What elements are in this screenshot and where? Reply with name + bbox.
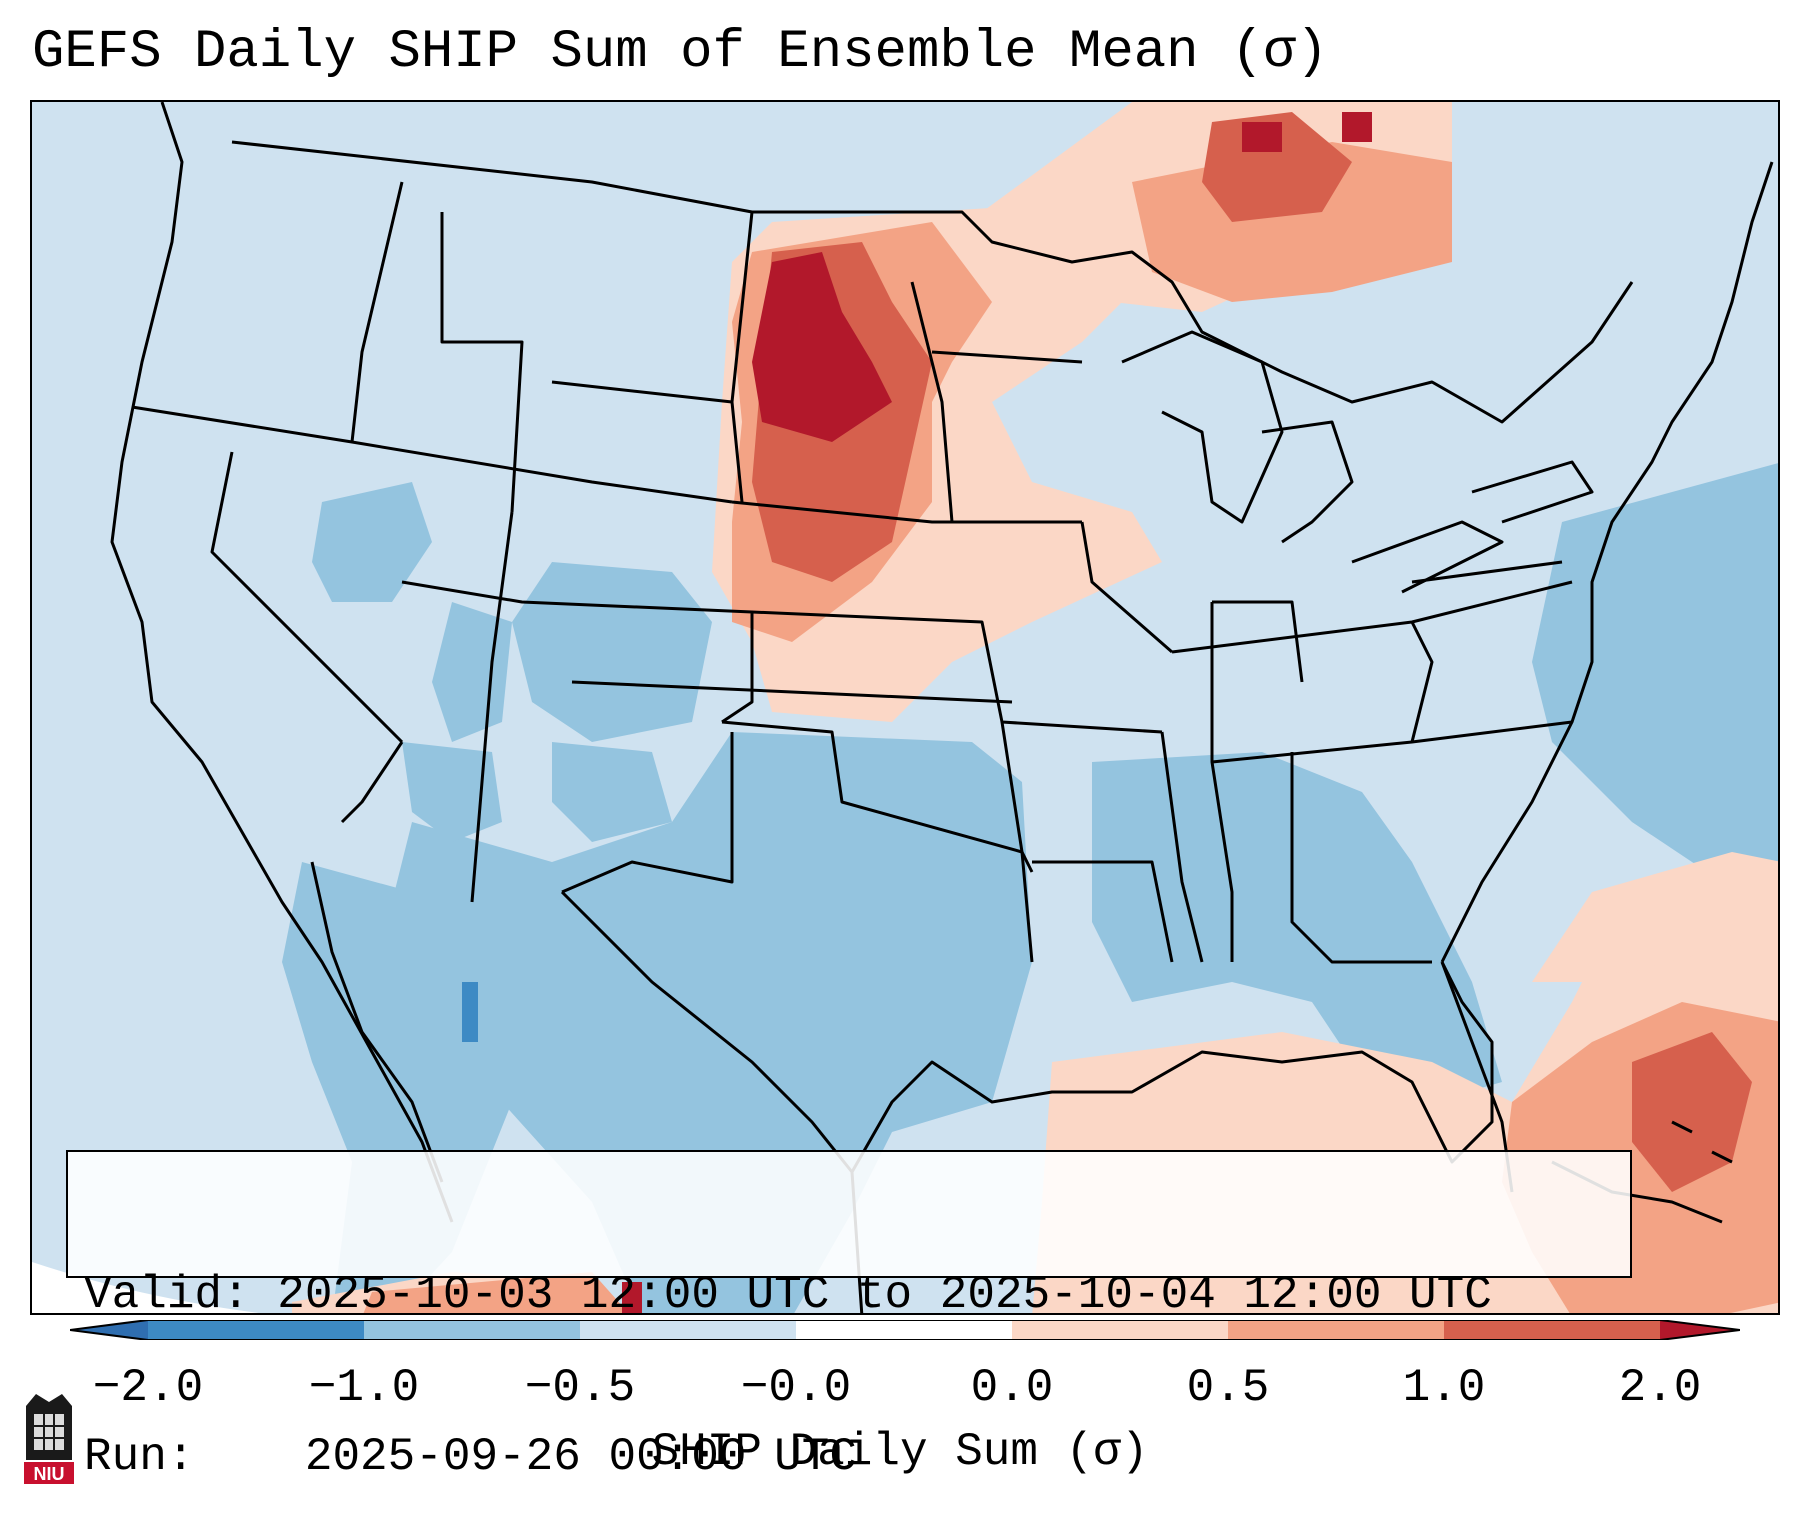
caribbean-strong-red: [1632, 1032, 1752, 1192]
logo-grid: [34, 1414, 64, 1450]
colorbar-segment: [148, 1320, 365, 1340]
lake-michigan: [1121, 330, 1284, 524]
lake-erie: [1351, 520, 1504, 594]
state-line-13: [721, 720, 1034, 873]
arizona-blue: [402, 742, 502, 842]
state-line-26: [1080, 521, 1173, 654]
logo-window: [34, 1414, 64, 1450]
nevada-blue: [312, 482, 432, 602]
baja-coast: [310, 861, 444, 1183]
atlantic-coastline: [1440, 161, 1774, 963]
colorbar: [70, 1320, 1740, 1340]
state-line-27: [1212, 600, 1304, 683]
state-line-20: [1210, 602, 1234, 962]
state-line-6: [470, 511, 514, 903]
colorbar-tick-label: 1.0: [1402, 1362, 1486, 1414]
colorbar-segment: [364, 1320, 581, 1340]
niu-logo: NIU: [24, 1394, 74, 1484]
state-line-5: [440, 212, 524, 513]
pacific-extreme-red: [622, 1282, 642, 1313]
nd-extreme-red: [752, 252, 892, 442]
colorbar-tick-label: −0.5: [524, 1362, 636, 1414]
run-value: 2025-09-26 00:00 UTC: [304, 1431, 857, 1483]
colorbar-tick-label: −0.0: [740, 1362, 852, 1414]
canada-strong-red: [1202, 112, 1352, 222]
run-label: Run:: [84, 1431, 195, 1483]
borders: [110, 102, 1774, 1313]
canada-extreme-red-2: [1342, 112, 1372, 142]
state-line-23: [1290, 752, 1432, 964]
lake-huron: [1261, 420, 1354, 544]
colorbar-segments: [148, 1320, 1661, 1340]
colorbar-tick-label: 0.0: [970, 1362, 1054, 1414]
utah-blue: [432, 602, 512, 742]
colorbar-segment: [580, 1320, 797, 1340]
state-line-9: [730, 211, 754, 403]
colorbar-tick-label: 0.5: [1186, 1362, 1270, 1414]
info-box: Valid: 2025-10-03 12:00 UTC to 2025-10-0…: [66, 1150, 1632, 1483]
colorbar-segment: [1012, 1320, 1229, 1340]
state-line-24: [1410, 621, 1434, 743]
state-line-16: [931, 350, 1083, 364]
colorbar-segment: [1444, 1320, 1661, 1340]
state-line-14: [561, 732, 734, 894]
colorbar-label: SHIP Daily Sum (σ): [651, 1426, 1149, 1478]
map-panel: [30, 100, 1780, 1315]
state-line-17: [1000, 721, 1034, 963]
blue-spot-1: [462, 982, 478, 1042]
state-line-3: [340, 741, 404, 824]
atlantic-blue: [1532, 463, 1778, 901]
state-line-25: [1411, 560, 1563, 584]
bahamas: [1671, 1120, 1733, 1164]
gulf-coastline: [850, 961, 1494, 1173]
logo-text: NIU: [34, 1464, 65, 1484]
state-line-4: [350, 181, 404, 443]
valid-label: Valid:: [84, 1269, 250, 1321]
outside-domain-bottom-left: [32, 1262, 259, 1313]
canada-border: [231, 140, 1634, 424]
valid-line: Valid: 2025-10-03 12:00 UTC to 2025-10-0…: [84, 1268, 1630, 1322]
colorbar-segment: [796, 1320, 1013, 1340]
colorbar-under-arrow: [70, 1320, 148, 1340]
atlantic-light-red: [1532, 852, 1778, 982]
colorbar-tick-label: 2.0: [1618, 1362, 1702, 1414]
state-line-15: [910, 281, 954, 523]
state-line-2: [210, 451, 404, 744]
logo-band: [24, 1462, 74, 1484]
chart-title: GEFS Daily SHIP Sum of Ensemble Mean (σ): [32, 22, 1329, 83]
state-line-1: [131, 405, 733, 504]
newmexico-blue: [552, 742, 672, 842]
canada-extreme-red: [1242, 122, 1282, 152]
run-line: Run: 2025-09-26 00:00 UTC: [84, 1430, 1630, 1484]
colorbar-segment: [1228, 1320, 1445, 1340]
pacific-coastline: [110, 102, 454, 1223]
valid-value: 2025-10-03 12:00 UTC to 2025-10-04 12:00…: [277, 1269, 1492, 1321]
state-line-11: [751, 610, 1163, 734]
colorbar-over-arrow: [1660, 1320, 1740, 1340]
state-line-12: [571, 680, 1013, 704]
state-line-19: [1160, 731, 1204, 963]
colorbar-tick-label: −1.0: [308, 1362, 420, 1414]
pacific-medium-red: [363, 1272, 629, 1313]
state-line-10: [731, 500, 1082, 524]
lake-ontario: [1471, 460, 1594, 524]
state-line-18: [1032, 860, 1174, 963]
map-svg: [32, 102, 1778, 1313]
colorbar-tick-label: −2.0: [92, 1362, 204, 1414]
extreme-positive-regions: [622, 112, 1372, 1313]
